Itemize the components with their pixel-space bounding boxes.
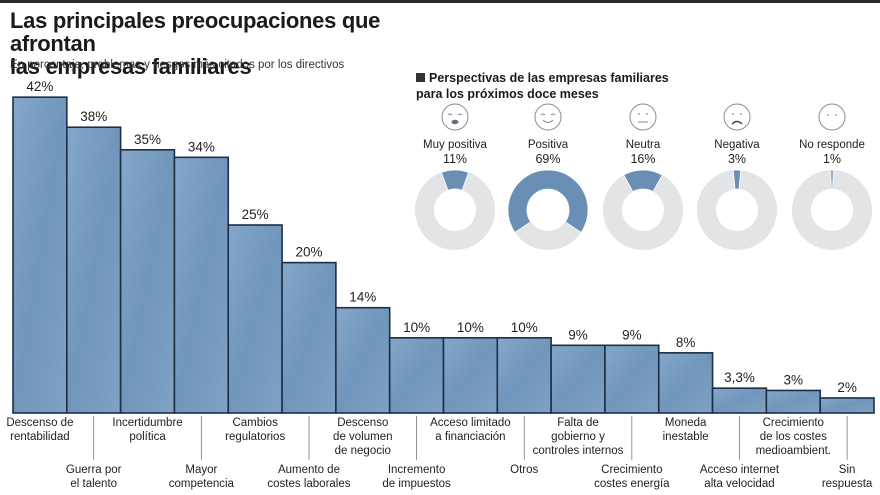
category-label: Cambios regulatorios (225, 417, 285, 443)
donut-segment (507, 169, 589, 234)
very-happy-face-icon (441, 103, 469, 131)
donut-segment (830, 169, 834, 190)
donut-category-label: Negativa (714, 139, 760, 151)
neutral-face-icon (629, 103, 657, 131)
bar-13 (657, 352, 714, 414)
bullet-square-icon (416, 73, 425, 82)
donut-category-label: Neutra (626, 139, 661, 151)
category-label: Incremento de impuestos (382, 464, 451, 490)
category-label: Descenso de rentabilidad (6, 417, 73, 443)
bar-5 (227, 224, 283, 414)
bar-1 (12, 96, 68, 414)
bar-16 (819, 397, 875, 414)
title-line-1: Las principales preocupaciones que afron… (10, 8, 381, 56)
bar-value-label: 9% (622, 327, 642, 342)
donut-track (602, 170, 683, 250)
bar-value-label: 25% (242, 207, 269, 222)
category-label: Guerra por el talento (66, 464, 122, 490)
happy-face-icon (534, 103, 562, 131)
category-label: Descenso de volumen de negocio (333, 417, 392, 457)
bar-value-label: 3% (784, 372, 804, 387)
bar-value-label: 10% (403, 320, 430, 335)
category-label: Incertidumbre política (112, 417, 182, 443)
donut-category-label: No responde (799, 139, 865, 151)
bar-3 (119, 149, 176, 414)
category-label: Crecimiento de los costes medioambient. (756, 417, 831, 457)
title-line-2: las empresas familiares (10, 54, 252, 79)
category-label: Acceso internet alta velocidad (700, 464, 780, 490)
bar-value-label: 14% (349, 290, 376, 305)
inset-title-line-2: para los próximos doce meses (416, 87, 599, 101)
category-label: Aumento de costes laborales (267, 464, 350, 490)
bar-14 (711, 387, 768, 414)
no-answer-face-icon (818, 103, 846, 131)
inset-title-line-1: Perspectivas de las empresas familiares (429, 71, 669, 85)
bar-4 (173, 156, 230, 414)
page-title: Las principales preocupaciones que afron… (10, 9, 440, 78)
category-dividers (93, 416, 848, 460)
donut-value-label: 1% (823, 152, 841, 166)
donut-segment (440, 169, 470, 191)
bar-value-label: 34% (188, 139, 215, 154)
donut-value-label: 3% (728, 152, 746, 166)
bar-11 (550, 344, 606, 414)
bar-value-label: 10% (511, 320, 538, 335)
bar-value-label: 20% (295, 245, 322, 260)
bar-value-label: 42% (26, 79, 53, 94)
top-rule (0, 0, 880, 3)
donut-value-label: 69% (535, 152, 560, 166)
bar-value-labels: 42% 38% 35% 34% 25% 20% 14% 10% 10% 10% 9% 9% 8% 3,3%… (26, 79, 856, 395)
donut-category-label: Positiva (528, 139, 569, 151)
donut-segment (623, 169, 663, 193)
bar-value-label: 38% (80, 109, 107, 124)
bars-group (12, 96, 875, 414)
donut-category-label: Muy positiva (423, 139, 488, 151)
sad-face-icon (723, 103, 751, 131)
category-label: Otros (510, 464, 538, 476)
bar-value-label: 8% (676, 335, 696, 350)
bar-value-label: 9% (568, 327, 588, 342)
bar-value-label: 2% (837, 380, 857, 395)
subtitle: En porcentaje, problemas y riesgos más c… (10, 59, 345, 71)
donut-group: Muy positiva11%Positiva69%Neutra16%Negat… (414, 103, 872, 251)
category-label: Moneda inestable (663, 417, 709, 443)
bar-value-label: 10% (457, 320, 484, 335)
bar-value-label: 35% (134, 132, 161, 147)
donut-track (414, 170, 495, 250)
donut-segment (732, 169, 742, 190)
category-label: Acceso limitado a financiación (430, 417, 511, 443)
bar-9 (442, 336, 499, 414)
category-labels: Descenso de rentabilidad Guerra por el tale… (6, 417, 873, 490)
bar-value-label: 3,3% (724, 370, 755, 385)
donut-track (696, 170, 777, 250)
donut-value-label: 11% (443, 152, 467, 166)
bar-2 (66, 126, 122, 414)
category-label: Sin respuesta (822, 464, 873, 490)
donut-value-label: 16% (630, 152, 655, 166)
category-label: Falta de gobierno y controles internos (533, 417, 624, 457)
bar-6 (281, 261, 337, 414)
category-label: Mayor competencia (169, 464, 235, 490)
donut-track (791, 170, 872, 250)
category-label: Crecimiento costes energía (594, 464, 670, 490)
inset-title: Perspectivas de las empresas familiares … (416, 70, 669, 102)
